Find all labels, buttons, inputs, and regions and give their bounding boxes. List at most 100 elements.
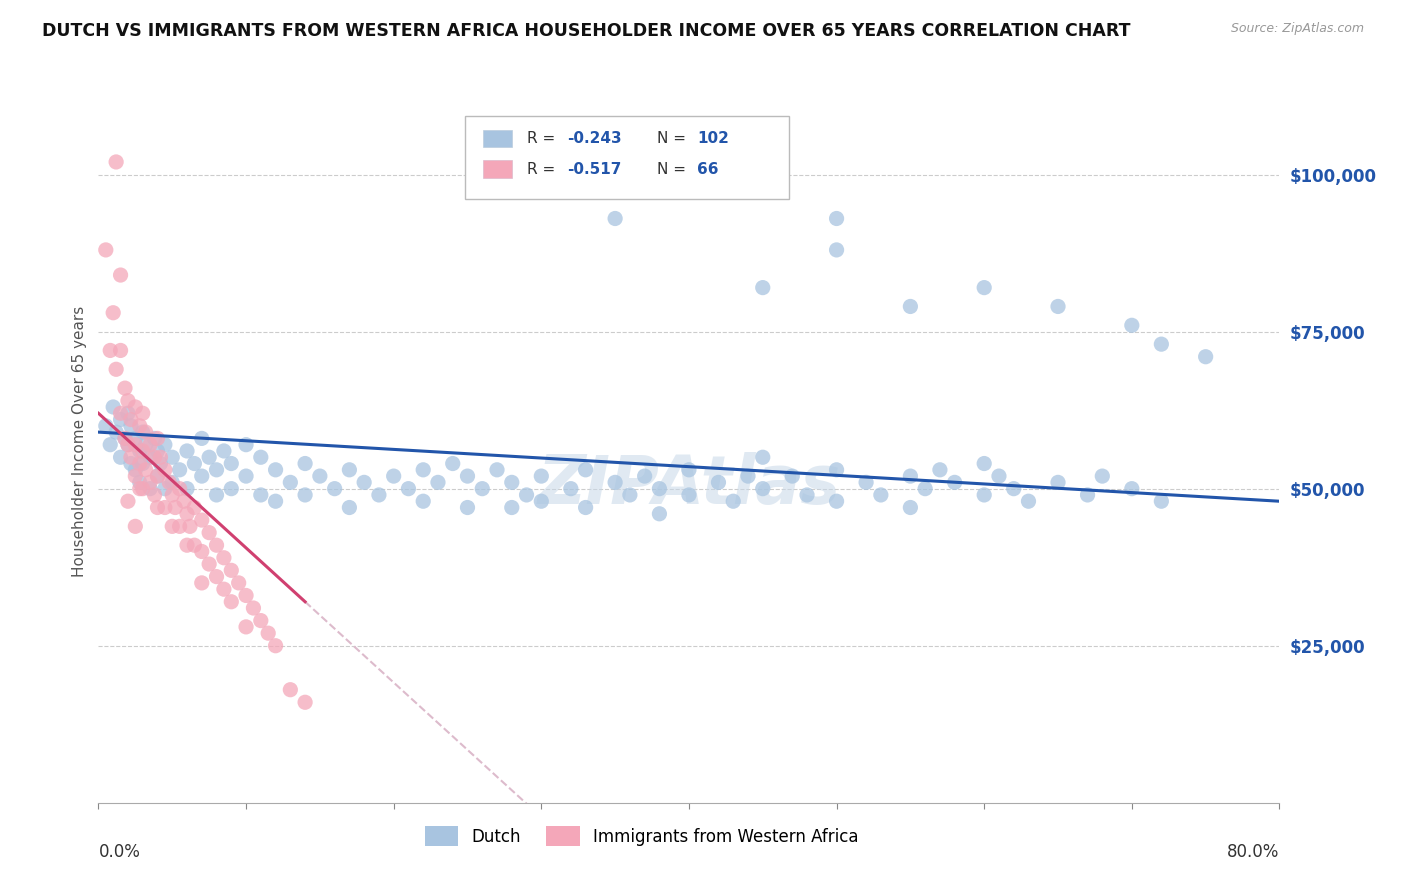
- Point: [1121, 318, 1143, 333]
- Point: [162, 488, 183, 502]
- Point: [1077, 488, 1099, 502]
- Point: [530, 469, 553, 483]
- Text: R =: R =: [527, 161, 560, 177]
- FancyBboxPatch shape: [484, 161, 512, 178]
- Point: [128, 444, 150, 458]
- Point: [105, 362, 128, 376]
- Point: [973, 457, 995, 471]
- Point: [516, 488, 538, 502]
- Point: [250, 488, 273, 502]
- Point: [235, 438, 257, 452]
- Point: [191, 544, 214, 558]
- Point: [132, 482, 155, 496]
- Point: [128, 475, 150, 490]
- Point: [1195, 350, 1218, 364]
- Legend: Dutch, Immigrants from Western Africa: Dutch, Immigrants from Western Africa: [419, 820, 865, 852]
- Point: [1121, 482, 1143, 496]
- Point: [132, 406, 155, 420]
- Point: [221, 595, 243, 609]
- Point: [339, 463, 361, 477]
- Point: [153, 463, 176, 477]
- Point: [973, 280, 995, 294]
- Point: [648, 482, 671, 496]
- Point: [103, 400, 125, 414]
- Point: [146, 500, 169, 515]
- Point: [143, 431, 166, 445]
- Point: [825, 463, 848, 477]
- Text: N =: N =: [657, 161, 690, 177]
- Point: [825, 211, 848, 226]
- Point: [257, 626, 280, 640]
- Point: [205, 538, 228, 552]
- Point: [162, 450, 183, 465]
- Point: [191, 513, 214, 527]
- Text: R =: R =: [527, 131, 560, 146]
- Point: [173, 494, 195, 508]
- Point: [323, 482, 346, 496]
- Point: [135, 438, 157, 452]
- Point: [176, 482, 198, 496]
- Point: [183, 457, 205, 471]
- Point: [157, 475, 180, 490]
- Point: [120, 457, 142, 471]
- Point: [169, 482, 191, 496]
- Point: [139, 450, 162, 465]
- Point: [103, 306, 125, 320]
- Point: [1150, 337, 1173, 351]
- Point: [264, 463, 287, 477]
- Point: [309, 469, 332, 483]
- Point: [678, 463, 700, 477]
- Point: [235, 620, 257, 634]
- Point: [110, 412, 132, 426]
- Point: [135, 425, 157, 439]
- Point: [619, 488, 641, 502]
- Point: [1002, 482, 1025, 496]
- Text: N =: N =: [657, 131, 690, 146]
- Point: [120, 418, 142, 433]
- Point: [191, 469, 214, 483]
- Point: [457, 500, 479, 515]
- Point: [501, 475, 523, 490]
- Point: [162, 475, 183, 490]
- Point: [110, 268, 132, 282]
- Point: [114, 431, 136, 445]
- Point: [146, 444, 169, 458]
- Point: [228, 575, 250, 590]
- Point: [943, 475, 966, 490]
- Point: [825, 494, 848, 508]
- Point: [221, 482, 243, 496]
- Text: Source: ZipAtlas.com: Source: ZipAtlas.com: [1230, 22, 1364, 36]
- Point: [280, 682, 302, 697]
- Text: DUTCH VS IMMIGRANTS FROM WESTERN AFRICA HOUSEHOLDER INCOME OVER 65 YEARS CORRELA: DUTCH VS IMMIGRANTS FROM WESTERN AFRICA …: [42, 22, 1130, 40]
- Point: [530, 494, 553, 508]
- Point: [124, 463, 146, 477]
- Point: [114, 381, 136, 395]
- Point: [146, 469, 169, 483]
- Point: [678, 488, 700, 502]
- Point: [752, 280, 775, 294]
- Point: [900, 500, 922, 515]
- Point: [560, 482, 582, 496]
- Point: [782, 469, 804, 483]
- Text: 0.0%: 0.0%: [98, 843, 141, 861]
- Point: [1150, 494, 1173, 508]
- Point: [398, 482, 420, 496]
- Point: [412, 494, 434, 508]
- Point: [165, 500, 187, 515]
- Point: [382, 469, 405, 483]
- Point: [235, 589, 257, 603]
- Point: [1018, 494, 1040, 508]
- Point: [486, 463, 509, 477]
- Point: [353, 475, 375, 490]
- Point: [457, 469, 479, 483]
- Point: [120, 450, 142, 465]
- Point: [427, 475, 450, 490]
- Y-axis label: Householder Income Over 65 years: Householder Income Over 65 years: [72, 306, 87, 577]
- Point: [191, 431, 214, 445]
- Point: [139, 482, 162, 496]
- Point: [250, 450, 273, 465]
- Point: [98, 438, 121, 452]
- Point: [120, 412, 142, 426]
- Point: [98, 343, 121, 358]
- Point: [191, 575, 214, 590]
